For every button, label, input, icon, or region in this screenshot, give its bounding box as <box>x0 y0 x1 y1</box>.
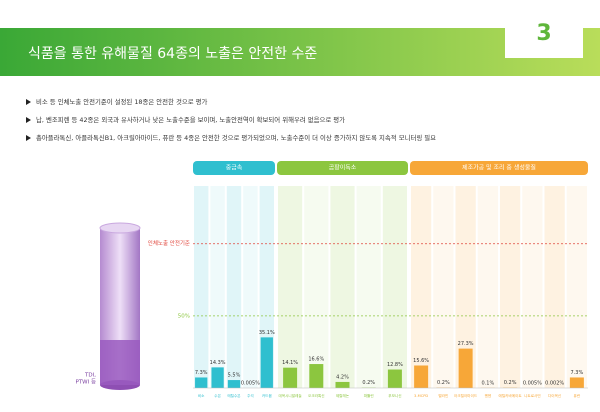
axis-label: PTWI 등 <box>75 379 96 386</box>
group-header <box>410 161 588 175</box>
column-bg <box>477 186 498 388</box>
value-label: 15.6% <box>413 358 429 364</box>
bar <box>387 369 402 388</box>
y-tick-label: 인체노출 안전기준 <box>148 239 190 247</box>
x-tick-label: 벤젠 <box>485 393 492 398</box>
bar <box>283 367 298 388</box>
y-tick-label: 50% <box>178 313 190 319</box>
cylinder-top <box>99 222 141 234</box>
x-tick-label: 데옥시니발레놀 <box>279 393 303 398</box>
value-label: 16.6% <box>308 357 324 363</box>
column-bg <box>522 186 543 388</box>
value-label: 7.3% <box>571 370 584 376</box>
bar <box>414 365 429 388</box>
value-label: 5.5% <box>228 373 241 379</box>
value-label: 0.2% <box>362 380 375 386</box>
x-tick-label: 니트로사민 <box>524 393 541 398</box>
column-bg <box>226 186 242 388</box>
column-bg <box>411 186 432 388</box>
cylinder <box>99 222 141 390</box>
x-tick-label: 수은 <box>214 393 221 398</box>
bullet-icon <box>26 117 31 123</box>
header-band <box>0 28 600 76</box>
x-tick-label: 멜라민 <box>438 393 448 398</box>
value-label: 4.2% <box>336 374 349 380</box>
bullet: 총아플라톡신, 아플라톡신B1, 아크릴아마이드, 퓨란 등 4종은 안전한 것… <box>36 133 436 142</box>
group-label: 곰팡이독소 <box>329 164 357 172</box>
x-tick-label: 에틸카바메이트 <box>499 393 523 398</box>
group-label: 제조가공 및 조리 중 생성물질 <box>462 164 536 172</box>
bullets: 비소 등 인체노출 안전기준이 설정된 18종은 안전한 것으로 평가 납, 벤… <box>26 97 436 142</box>
x-tick-label: 오크라톡신 <box>308 393 325 398</box>
bar <box>260 337 273 388</box>
value-label: 14.3% <box>210 360 226 366</box>
slide-title: 식품을 통한 유해물질 64종의 노출은 안전한 수준 <box>28 46 317 62</box>
column-bg <box>210 186 225 388</box>
column-bg <box>544 186 565 388</box>
group-header <box>277 161 408 175</box>
x-tick-label: 다이옥신 <box>548 393 561 398</box>
value-label: 0.2% <box>504 380 517 386</box>
group-label: 중금속 <box>226 164 243 172</box>
x-tick-label: 비소 <box>198 393 205 398</box>
bar <box>335 381 350 388</box>
bar <box>227 380 241 388</box>
x-tick-label: 카드뮴 <box>262 393 273 398</box>
column-bg <box>356 186 381 388</box>
value-label: 27.3% <box>458 341 474 347</box>
slide-number: 3 <box>536 21 551 46</box>
bar <box>569 377 584 388</box>
bullet-icon <box>26 99 31 105</box>
value-label: 0.002% <box>545 380 564 386</box>
value-label: 35.1% <box>259 330 275 336</box>
bar <box>195 377 208 388</box>
cylinder-fill <box>100 340 140 385</box>
column-bg <box>304 186 329 388</box>
x-tick-label: 아크릴아마이드 <box>454 393 478 398</box>
x-tick-label: 퓨란 <box>574 393 581 398</box>
bar <box>458 348 473 388</box>
value-label: 0.2% <box>437 380 450 386</box>
value-label: 12.8% <box>387 362 403 368</box>
value-label: 0.005% <box>241 380 260 386</box>
x-tick-label: 파튤린 <box>364 393 374 398</box>
bullet: 납, 벤조피렌 등 42종은 외국과 유사하거나 낮은 노출수준을 보이며, 노… <box>36 115 345 124</box>
column-bg <box>243 186 258 388</box>
column-bg <box>194 186 209 388</box>
axis-label: TDI, <box>84 373 96 379</box>
bar <box>309 364 324 388</box>
group-header <box>193 161 275 175</box>
value-label: 14.1% <box>282 360 298 366</box>
x-tick-label: 메틸수은 <box>227 393 241 398</box>
value-label: 0.005% <box>523 380 542 386</box>
value-label: 7.3% <box>195 370 208 376</box>
column-bg <box>278 186 303 388</box>
column-bg <box>330 186 355 388</box>
number-tab <box>505 8 583 58</box>
column-bg <box>455 186 476 388</box>
column-bg <box>382 186 407 388</box>
value-label: 0.1% <box>482 380 495 386</box>
column-bg <box>500 186 521 388</box>
x-tick-label: 푸모니신 <box>388 393 401 398</box>
x-tick-label: 제랄레논 <box>336 393 350 398</box>
x-tick-label: 주석 <box>247 393 254 398</box>
bullet: 비소 등 인체노출 안전기준이 설정된 18종은 안전한 것으로 평가 <box>36 97 207 106</box>
bullet-icon <box>26 135 31 141</box>
bar <box>211 367 224 388</box>
column-bg <box>433 186 454 388</box>
x-tick-label: 3-MCPD <box>414 394 428 398</box>
column-bg <box>566 186 587 388</box>
